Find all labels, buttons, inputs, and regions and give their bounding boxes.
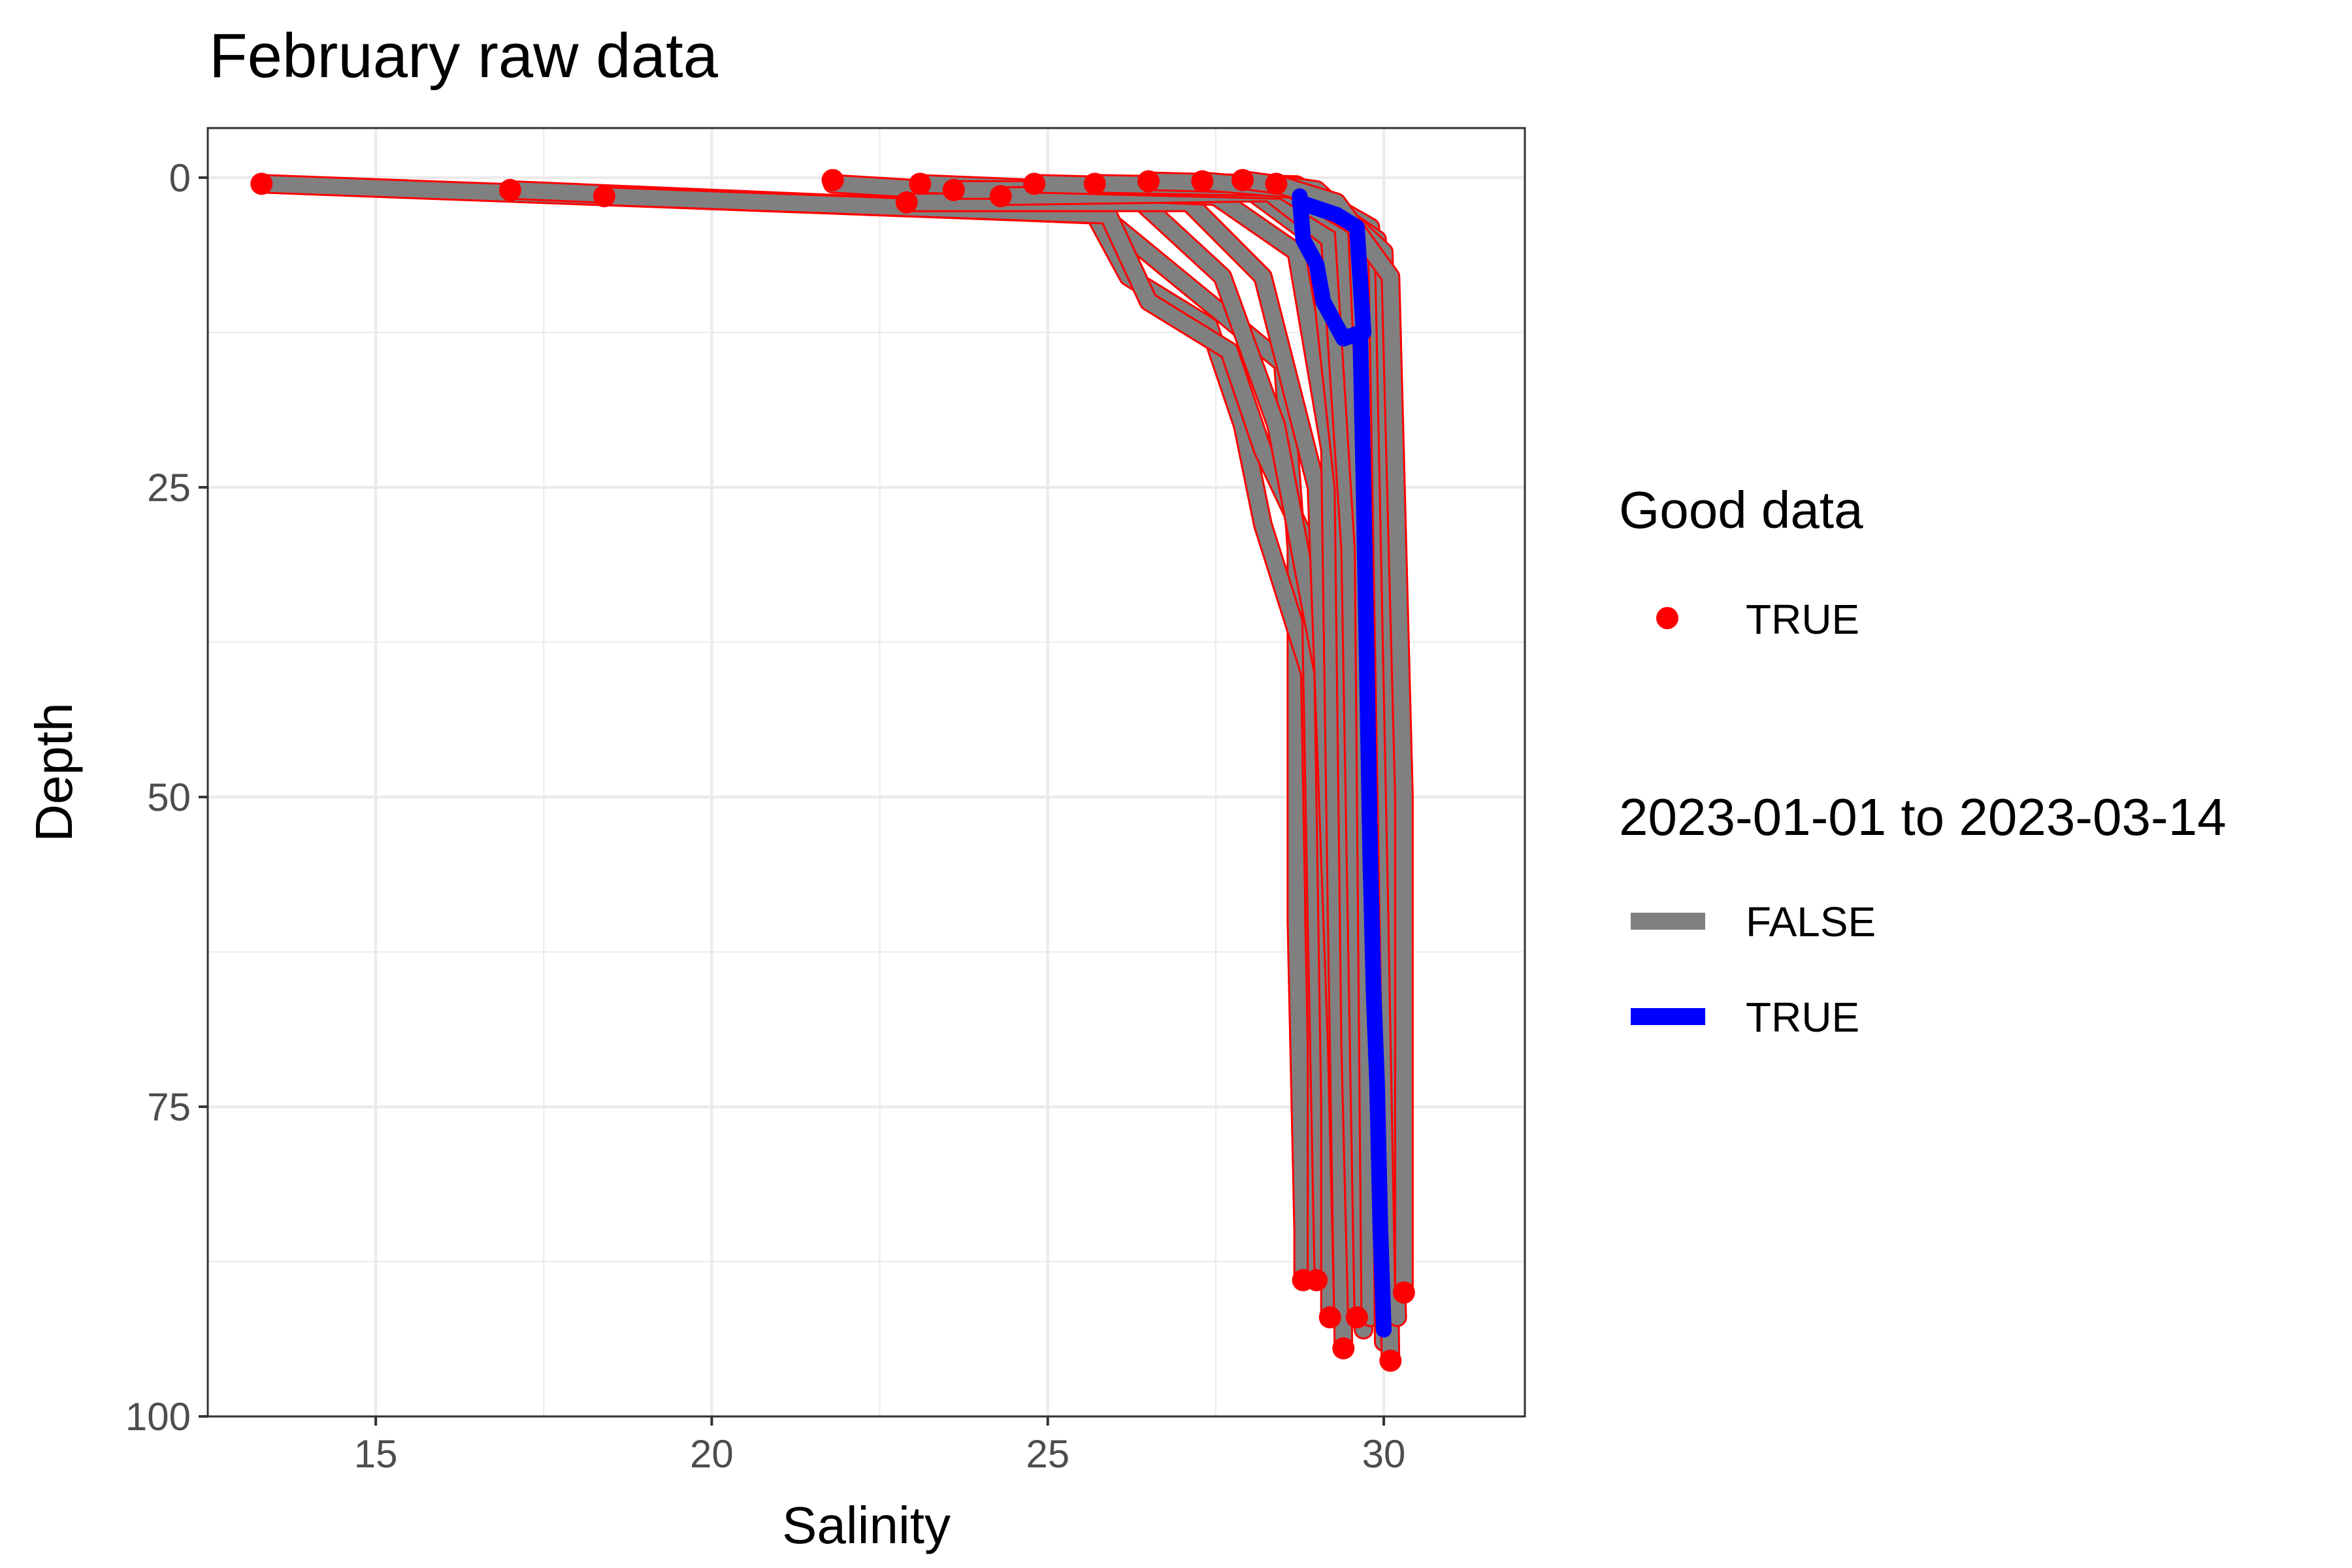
series-line-false	[596, 188, 1331, 1276]
good-data-point	[593, 185, 615, 208]
x-tick-label: 30	[1362, 1432, 1406, 1476]
x-tick-label: 25	[1026, 1432, 1070, 1476]
legend: Good data TRUE 2023-01-01 to 2023-03-14 …	[1619, 481, 2227, 1041]
y-tick-label: 0	[169, 156, 191, 200]
y-axis-title: Depth	[25, 702, 83, 841]
chart-title: February raw data	[209, 21, 719, 91]
false-series-lines	[252, 170, 1414, 1371]
y-tick-label: 50	[147, 776, 191, 819]
legend-key-good-data-true	[1656, 607, 1678, 629]
good-data-points	[250, 169, 1415, 1372]
legend-title-date-range: 2023-01-01 to 2023-03-14	[1619, 788, 2227, 846]
good-data-point	[1332, 1337, 1355, 1360]
x-axis-ticks: 15 20 25 30	[354, 1416, 1406, 1476]
series-line-true	[1292, 194, 1372, 340]
y-tick-label: 100	[125, 1395, 191, 1439]
true-series-lines	[1292, 188, 1392, 1338]
plot-panel	[206, 127, 1526, 1418]
good-data-point	[1379, 1349, 1402, 1372]
good-data-point	[1191, 170, 1214, 193]
good-data-point	[989, 185, 1012, 208]
x-tick-label: 15	[354, 1432, 398, 1476]
good-data-point	[895, 191, 918, 214]
good-data-point	[498, 178, 521, 201]
good-data-point	[1305, 1269, 1328, 1292]
legend-label-good-data-true: TRUE	[1746, 596, 1859, 643]
y-tick-label: 75	[147, 1085, 191, 1129]
legend-title-good-data: Good data	[1619, 481, 1863, 539]
good-data-point	[1083, 172, 1106, 195]
panel-border	[206, 127, 1526, 1418]
good-data-point	[1232, 169, 1254, 191]
good-data-point	[1023, 172, 1046, 195]
good-data-point	[909, 172, 932, 195]
legend-label-false: FALSE	[1746, 898, 1876, 945]
good-data-point	[942, 178, 965, 201]
series-line-true	[1292, 188, 1392, 1338]
good-data-point	[250, 172, 273, 195]
series-line-false	[1268, 176, 1412, 1301]
y-tick-label: 25	[147, 466, 191, 510]
good-data-point	[1137, 170, 1160, 193]
good-data-point	[821, 169, 844, 191]
legend-label-true: TRUE	[1746, 994, 1859, 1041]
x-tick-label: 20	[690, 1432, 734, 1476]
y-axis-ticks: 0 25 50 75 100	[125, 156, 208, 1439]
x-axis-title: Salinity	[782, 1496, 951, 1554]
good-data-point	[1318, 1306, 1341, 1329]
good-data-point	[1265, 172, 1288, 195]
good-data-point	[1345, 1306, 1368, 1329]
good-data-point	[1392, 1281, 1415, 1304]
